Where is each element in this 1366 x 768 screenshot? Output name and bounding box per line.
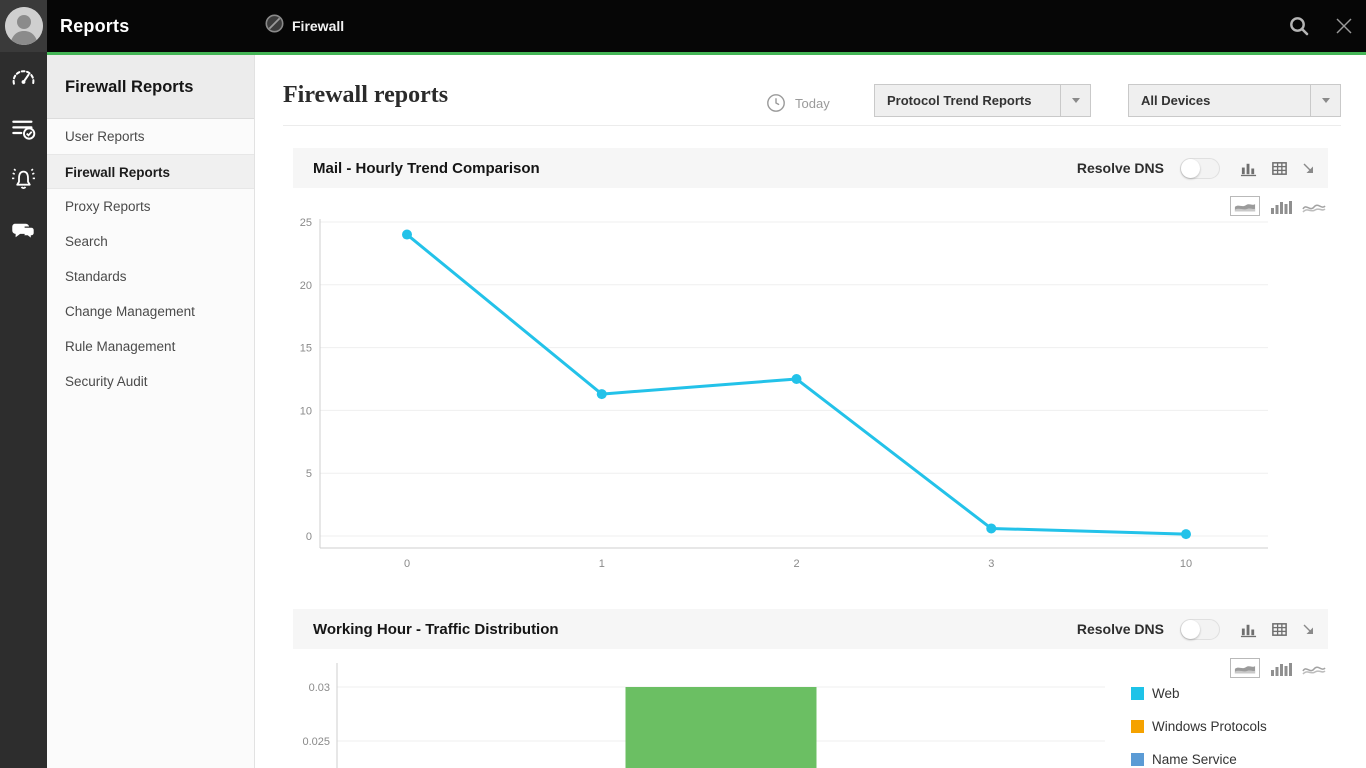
header-divider xyxy=(283,125,1341,126)
sidebar-item-change-management[interactable]: Change Management xyxy=(65,304,195,319)
toggle-knob xyxy=(1181,619,1200,639)
column-chart-type-icon[interactable] xyxy=(1270,199,1292,214)
legend-label: Windows Protocols xyxy=(1152,719,1267,734)
toggle-knob xyxy=(1181,158,1200,178)
search-icon[interactable] xyxy=(1288,15,1310,37)
bar[interactable] xyxy=(625,687,817,768)
panel-controls: Resolve DNS xyxy=(1076,618,1314,640)
chevron-down-icon xyxy=(1060,85,1090,116)
dashboard-gauge-icon[interactable] xyxy=(0,52,47,103)
column-chart-type-icon[interactable] xyxy=(1270,661,1292,676)
sidebar-item-proxy-reports[interactable]: Proxy Reports xyxy=(65,199,151,214)
panel-controls: Resolve DNS xyxy=(1076,157,1314,179)
sidebar: Firewall Reports User Reports Firewall R… xyxy=(47,55,255,768)
bar-chart-view-icon[interactable] xyxy=(1240,621,1257,638)
y-tick-label: 5 xyxy=(306,468,312,480)
trend-line xyxy=(406,233,1187,536)
resolve-dns-label: Resolve DNS xyxy=(1076,160,1164,176)
legend-swatch xyxy=(1131,687,1144,700)
sidebar-item-firewall-reports[interactable]: Firewall Reports xyxy=(47,154,254,189)
device-dropdown-value: All Devices xyxy=(1141,93,1211,108)
x-tick-label: 1 xyxy=(599,558,605,570)
app-title: Reports xyxy=(60,16,130,36)
sidebar-item-security-audit[interactable]: Security Audit xyxy=(65,374,148,389)
data-point[interactable] xyxy=(791,374,802,384)
data-point[interactable] xyxy=(596,389,607,400)
data-point[interactable] xyxy=(1181,529,1191,540)
sidebar-item-user-reports[interactable]: User Reports xyxy=(65,129,145,144)
y-tick-label: 10 xyxy=(300,405,312,417)
panel-title: Working Hour - Traffic Distribution xyxy=(313,620,559,638)
expand-icon[interactable] xyxy=(1302,623,1314,635)
y-tick-label: 15 xyxy=(300,343,312,355)
tab-firewall[interactable]: Firewall xyxy=(265,0,344,52)
expand-icon[interactable] xyxy=(1302,162,1314,174)
bar-chart-view-icon[interactable] xyxy=(1240,160,1257,177)
time-filter-label: Today xyxy=(795,95,830,111)
spline-chart-type-icon[interactable] xyxy=(1302,661,1326,676)
device-dropdown[interactable]: All Devices xyxy=(1128,84,1341,117)
y-tick-label: 0.03 xyxy=(309,682,330,694)
panel-title: Mail - Hourly Trend Comparison xyxy=(313,159,540,177)
firewall-tab-label: Firewall xyxy=(292,18,345,34)
resolve-dns-toggle[interactable] xyxy=(1180,157,1220,179)
area-chart-type-icon[interactable] xyxy=(1230,658,1260,678)
sidebar-item-standards[interactable]: Standards xyxy=(65,269,127,284)
data-point[interactable] xyxy=(986,523,997,534)
report-type-dropdown[interactable]: Protocol Trend Reports xyxy=(874,84,1091,117)
resolve-dns-toggle[interactable] xyxy=(1180,618,1220,640)
accent-strip xyxy=(47,52,1366,55)
y-tick-label: 0 xyxy=(306,531,312,543)
x-tick-label: 10 xyxy=(1180,558,1192,570)
topbar-actions xyxy=(1288,0,1354,52)
mail-trend-line-chart: 0 5 10 15 20 25 0 1 2 3 10 xyxy=(300,217,1268,570)
legend-label: Web xyxy=(1152,686,1180,701)
legend-item[interactable]: Windows Protocols xyxy=(1131,719,1267,734)
area-chart-type-icon[interactable] xyxy=(1230,196,1260,216)
chart1-type-selector xyxy=(293,194,1328,218)
resolve-dns-label: Resolve DNS xyxy=(1076,621,1164,637)
alerts-bell-icon[interactable] xyxy=(0,154,47,205)
chevron-down-icon xyxy=(1310,85,1340,116)
legend-label: Name Service xyxy=(1152,752,1237,767)
y-tick-label: 25 xyxy=(300,217,312,229)
sidebar-item-rule-management[interactable]: Rule Management xyxy=(65,339,176,354)
legend-swatch xyxy=(1131,720,1144,733)
legend-item[interactable]: Web xyxy=(1131,686,1267,701)
panel-header-working-hour: Working Hour - Traffic Distribution Reso… xyxy=(293,609,1328,649)
traffic-distribution-bar-chart: 0.03 0.025 xyxy=(302,663,1105,768)
close-icon[interactable] xyxy=(1334,16,1354,36)
sidebar-header: Firewall Reports xyxy=(47,55,254,119)
chat-icon[interactable] xyxy=(0,205,47,256)
user-avatar[interactable] xyxy=(0,0,47,52)
time-filter[interactable]: Today xyxy=(766,88,830,118)
x-tick-label: 3 xyxy=(988,558,994,570)
x-tick-label: 0 xyxy=(404,558,410,570)
icon-rail xyxy=(0,52,47,768)
clock-icon xyxy=(767,94,785,112)
firewall-tab-icon xyxy=(265,14,284,38)
chart-legend: Web Windows Protocols Name Service xyxy=(1131,686,1267,768)
table-view-icon[interactable] xyxy=(1271,621,1288,638)
reports-list-icon[interactable] xyxy=(0,103,47,154)
page-title: Firewall reports xyxy=(283,82,449,108)
table-view-icon[interactable] xyxy=(1271,160,1288,177)
panel-header-mail-trend: Mail - Hourly Trend Comparison Resolve D… xyxy=(293,148,1328,188)
avatar-photo xyxy=(4,7,43,45)
spline-chart-type-icon[interactable] xyxy=(1302,199,1326,214)
y-tick-label: 0.025 xyxy=(302,736,330,748)
legend-item[interactable]: Name Service xyxy=(1131,752,1267,767)
chart2-type-selector xyxy=(293,656,1328,680)
data-point[interactable] xyxy=(402,229,412,240)
y-tick-label: 20 xyxy=(300,280,312,292)
top-bar: Reports Firewall xyxy=(0,0,1366,52)
report-type-dropdown-value: Protocol Trend Reports xyxy=(887,93,1032,108)
x-tick-label: 2 xyxy=(793,558,799,570)
legend-swatch xyxy=(1131,753,1144,766)
sidebar-item-search[interactable]: Search xyxy=(65,234,108,249)
